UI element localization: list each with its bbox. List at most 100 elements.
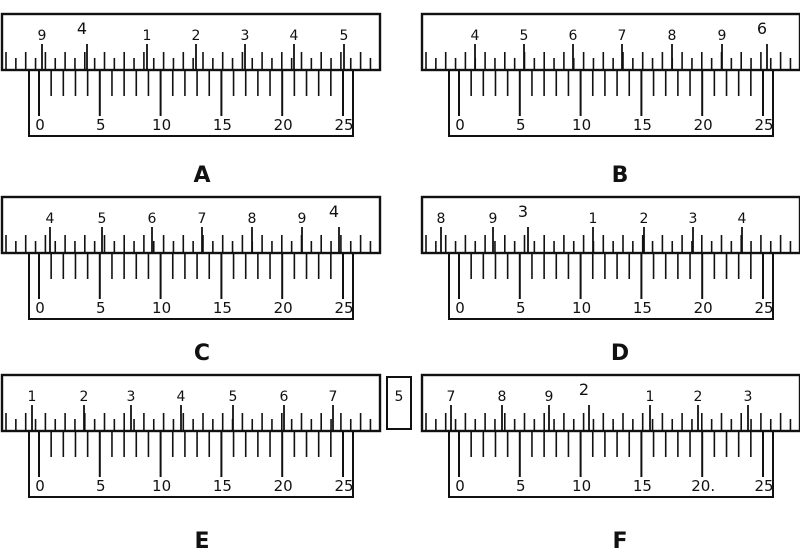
main-scale-number: 1 xyxy=(28,389,37,405)
vernier-scale-number: 20 xyxy=(274,299,293,317)
vernier-scale-number: 0 xyxy=(35,299,45,317)
vernier-scale-body xyxy=(28,67,354,137)
vernier-scale-number: 5 xyxy=(516,116,526,134)
vernier-scale-number: 20 xyxy=(694,299,713,317)
main-scale-number: 4 xyxy=(329,202,339,221)
vernier-scale-number: 25 xyxy=(334,477,353,495)
extra-scale-number: 5 xyxy=(395,389,404,405)
vernier-panel-d: 8 9 3 1 2 3 4 0 5 10 15 20 25 D xyxy=(420,195,800,366)
main-scale-number: 2 xyxy=(640,211,649,227)
extra-scale-box xyxy=(386,376,412,430)
vernier-scale-number: 10 xyxy=(152,299,171,317)
main-scale-number: 8 xyxy=(668,28,677,44)
vernier-scale-number: 25 xyxy=(754,299,773,317)
main-scale-number: 7 xyxy=(329,389,338,405)
main-scale-bar xyxy=(0,373,382,433)
main-scale-number: 6 xyxy=(280,389,289,405)
vernier-scale-number: 0 xyxy=(455,116,465,134)
vernier-panel-c: 4 5 6 7 8 9 4 0 5 10 15 20 25 C xyxy=(0,195,382,366)
main-scale-number: 7 xyxy=(618,28,627,44)
vernier-scale-body xyxy=(448,250,774,320)
vernier-scale-number: 15 xyxy=(633,299,652,317)
vernier-scale-number: 10 xyxy=(572,116,591,134)
main-scale-number: 6 xyxy=(569,28,578,44)
main-scale-number: 8 xyxy=(248,211,257,227)
main-scale-number: 4 xyxy=(738,211,747,227)
main-scale-number: 7 xyxy=(447,389,456,405)
main-scale-number: 9 xyxy=(489,211,498,227)
main-scale-number: 6 xyxy=(148,211,157,227)
vernier-scale-number: 0 xyxy=(455,477,465,495)
vernier-scale-number: 10 xyxy=(572,477,591,495)
vernier-scale-number: 10 xyxy=(152,477,171,495)
main-scale-number: 9 xyxy=(718,28,727,44)
panel-label: E xyxy=(194,529,209,553)
main-scale-number: 4 xyxy=(46,211,55,227)
panel-label: D xyxy=(611,341,629,366)
vernier-scale-number: 15 xyxy=(633,116,652,134)
vernier-scale-body xyxy=(28,250,354,320)
vernier-scale-number: 0 xyxy=(35,477,45,495)
vernier-scale-number: 15 xyxy=(213,116,232,134)
vernier-scale-number: 25 xyxy=(754,116,773,134)
main-scale-number: 4 xyxy=(290,28,299,44)
vernier-scale-number: 0 xyxy=(35,116,45,134)
vernier-scale-number: 0 xyxy=(455,299,465,317)
main-scale-number: 8 xyxy=(498,389,507,405)
main-scale-bar xyxy=(0,195,382,255)
panel-label: C xyxy=(194,341,210,366)
vernier-panel-a: 9 4 1 2 3 4 5 0 5 10 15 20 25 A xyxy=(0,12,382,188)
vernier-scale-number: 25 xyxy=(334,116,353,134)
vernier-scale-number: 10 xyxy=(152,116,171,134)
main-scale-number: 5 xyxy=(520,28,529,44)
main-scale-number: 5 xyxy=(340,28,349,44)
panel-label: F xyxy=(612,529,627,553)
main-scale-number: 9 xyxy=(38,28,47,44)
panel-label: A xyxy=(193,163,210,188)
vernier-scale-number: 5 xyxy=(96,299,106,317)
main-scale-number: 4 xyxy=(77,19,87,38)
main-scale-number: 5 xyxy=(98,211,107,227)
vernier-scale-number: 5 xyxy=(96,477,106,495)
main-scale-number: 3 xyxy=(241,28,250,44)
vernier-scale-number: 15 xyxy=(213,477,232,495)
main-scale-number: 2 xyxy=(694,389,703,405)
vernier-scale-number: 5 xyxy=(96,116,106,134)
vernier-scale-number: 20 xyxy=(274,116,293,134)
vernier-scale-body xyxy=(28,428,354,498)
vernier-scale-number: 5 xyxy=(516,299,526,317)
panel-label: B xyxy=(612,163,629,188)
vernier-panel-f: 7 8 9 2 1 2 3 0 5 10 15 20. 25 F xyxy=(420,373,800,553)
main-scale-number: 7 xyxy=(198,211,207,227)
main-scale-number: 8 xyxy=(437,211,446,227)
main-scale-number: 2 xyxy=(80,389,89,405)
main-scale-number: 9 xyxy=(298,211,307,227)
main-scale-number: 5 xyxy=(229,389,238,405)
vernier-scale-number: 5 xyxy=(516,477,526,495)
vernier-scale-number: 10 xyxy=(572,299,591,317)
vernier-scale-number: 20 xyxy=(694,116,713,134)
vernier-scale-number: 20. xyxy=(691,477,715,495)
main-scale-number: 4 xyxy=(471,28,480,44)
main-scale-number: 3 xyxy=(127,389,136,405)
main-scale-bar xyxy=(420,195,800,255)
main-scale-number: 1 xyxy=(143,28,152,44)
main-scale-number: 6 xyxy=(757,19,767,38)
vernier-scale-number: 25 xyxy=(334,299,353,317)
main-scale-number: 1 xyxy=(589,211,598,227)
vernier-scale-number: 20 xyxy=(274,477,293,495)
vernier-scale-number: 15 xyxy=(213,299,232,317)
main-scale-number: 3 xyxy=(689,211,698,227)
vernier-panel-b: 4 5 6 7 8 9 6 0 5 10 15 20 25 B xyxy=(420,12,800,188)
vernier-scale-number: 15 xyxy=(633,477,652,495)
main-scale-number: 3 xyxy=(744,389,753,405)
vernier-scale-number: 25 xyxy=(754,477,773,495)
vernier-panel-e: 1 2 3 4 5 6 7 0 5 10 15 20 25 5 E xyxy=(0,373,412,553)
vernier-scale-body xyxy=(448,428,774,498)
main-scale-number: 1 xyxy=(646,389,655,405)
main-scale-number: 4 xyxy=(177,389,186,405)
main-scale-number: 2 xyxy=(192,28,201,44)
main-scale-number: 9 xyxy=(545,389,554,405)
vernier-scale-body xyxy=(448,67,774,137)
